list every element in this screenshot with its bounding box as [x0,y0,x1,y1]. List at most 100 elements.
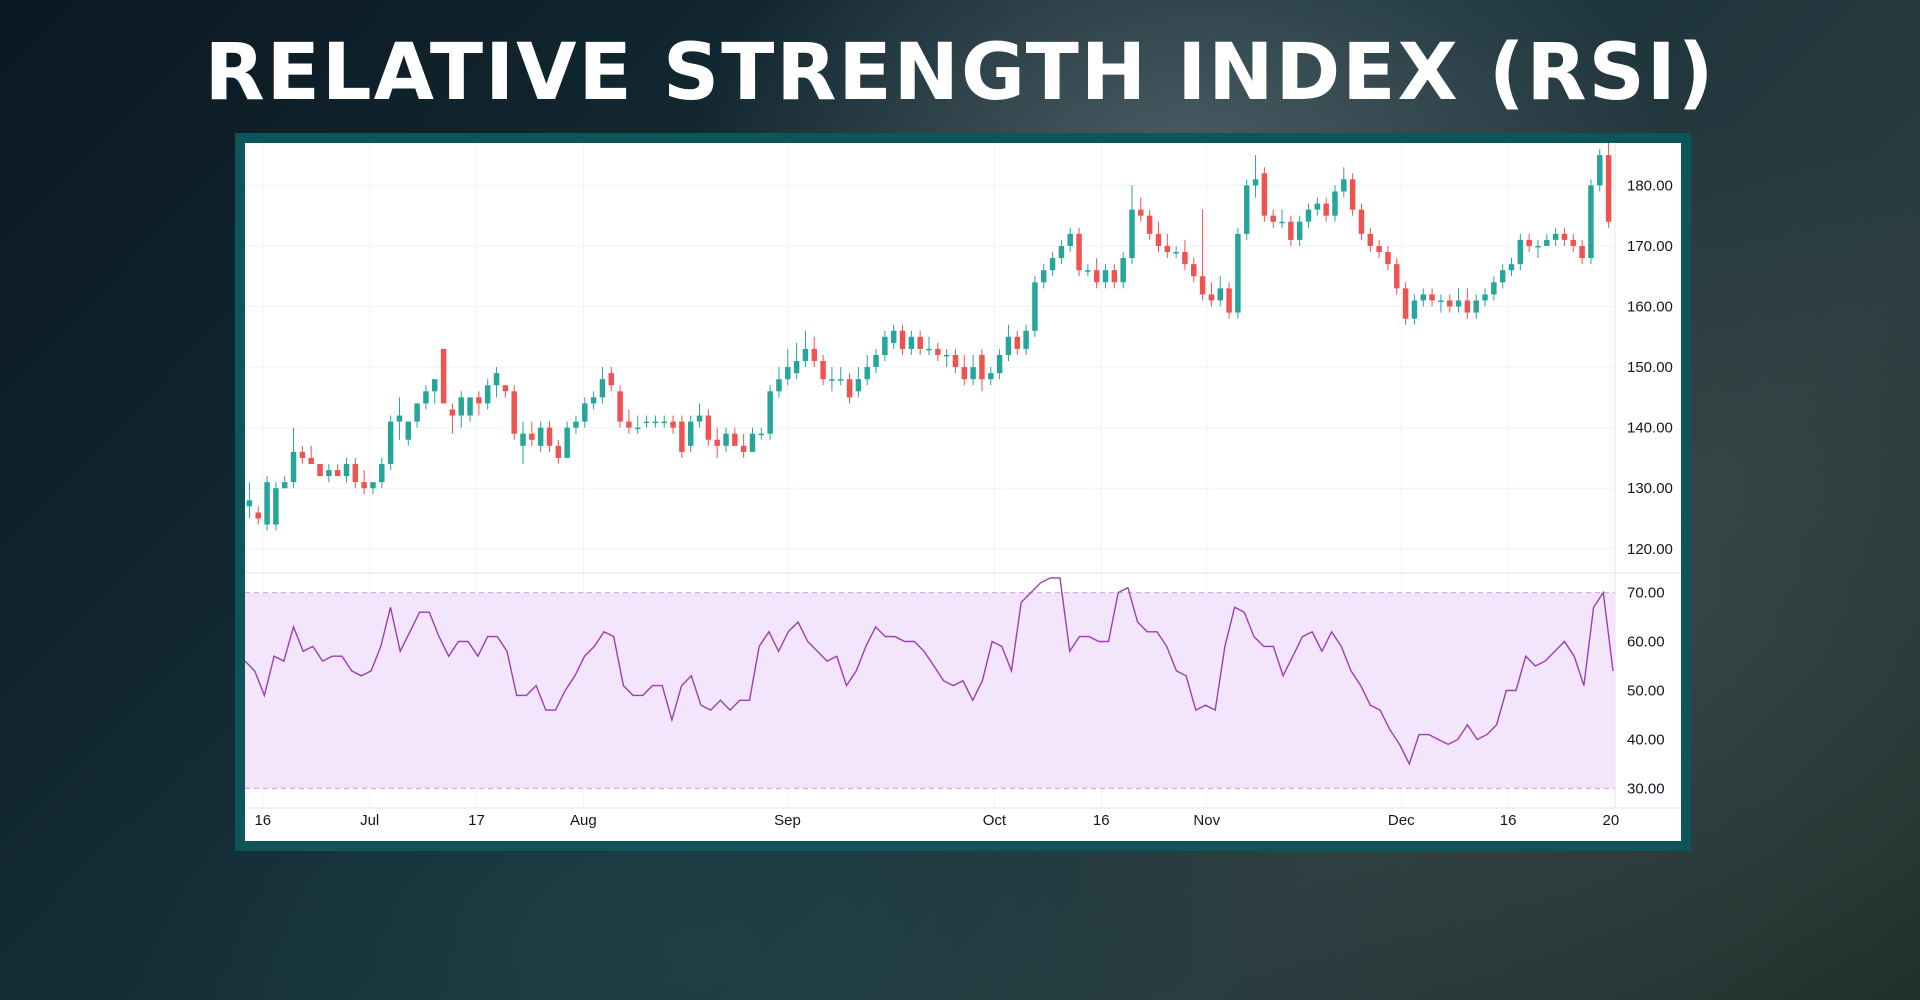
candle-body [643,421,650,424]
candle-body [281,482,288,489]
candle [749,427,756,452]
candle [1544,233,1550,246]
candle [361,470,367,495]
candle-body [1032,282,1038,331]
candle [493,367,500,398]
candle [476,391,482,416]
time-tick-label: 16 [254,812,271,829]
candle [590,391,597,410]
candle [1376,239,1382,259]
candle [776,367,782,398]
candle [246,482,253,519]
candle [802,330,809,368]
chart-area[interactable]: 120.00 130.00 140.00 150.00 160.00 170.00 180.… [245,143,1681,841]
candle-body [679,421,685,452]
candle-body [1023,330,1029,349]
candle-body [449,409,456,416]
candle [1332,185,1338,222]
candle-body [829,379,835,381]
candle-body [476,397,482,404]
candle [573,415,579,434]
candle-body [935,348,941,355]
candle [652,415,659,428]
candle-body [246,500,253,507]
candle [1076,227,1082,277]
candle-body [1288,221,1294,240]
candle [952,348,959,374]
candle [396,397,403,440]
candle [1279,209,1285,228]
candle-body [1085,270,1091,272]
candle-body [467,397,473,416]
candle [740,433,747,458]
candle-body [776,379,782,392]
candle [1138,197,1144,222]
rsi-band [245,592,1615,789]
time-tick-label: Jul [360,812,379,829]
candle [1182,239,1188,271]
candle-body [714,439,720,446]
candle [643,415,650,428]
candle [1491,276,1497,301]
candle [926,336,932,355]
candle-body [740,445,747,452]
candle-body [1473,300,1479,313]
candle-body [370,482,376,489]
candle-body [1270,215,1276,222]
candle-body [1208,294,1215,301]
candle-body [1129,209,1135,259]
candle [582,397,588,428]
candle [1235,227,1241,319]
candle-body [1093,270,1100,283]
price-tick-label: 140.00 [1627,420,1673,437]
candle [273,482,279,531]
candle-body [582,403,588,422]
candle [458,391,464,428]
candle-body [1552,233,1559,240]
candle-body [996,354,1003,374]
candle [1482,288,1488,307]
candle-body [1120,258,1126,283]
candle-body [379,463,385,483]
candle [1120,252,1126,289]
time-tick-label: 16 [1500,812,1517,829]
candle [1243,179,1250,240]
candle [882,330,888,362]
candle [979,348,985,392]
candle [917,330,923,355]
time-tick-label: Sep [774,812,801,829]
candle [414,403,420,428]
candle [529,421,535,446]
candle [1323,197,1329,222]
time-tick-label: 16 [1093,812,1110,829]
candle [432,379,438,404]
candle [1261,167,1268,222]
candle [1164,233,1171,259]
candle [679,415,685,458]
candle-body [1040,270,1047,283]
trading-chart[interactable]: 120.00 130.00 140.00 150.00 160.00 170.00 180.… [245,143,1681,841]
candle-body [882,336,888,355]
candle-body [705,415,712,440]
time-tick-label: 17 [468,812,485,829]
candle [1102,264,1109,289]
candle-body [1491,282,1497,295]
candle [1191,258,1197,283]
candle [1040,264,1047,289]
candle-body [1323,203,1329,216]
candle [1173,245,1179,259]
candle [635,415,641,434]
candle-body [652,421,659,424]
candle-body [1438,300,1444,302]
candle-body [1579,245,1585,259]
candle [1535,239,1541,259]
candle [1005,324,1012,362]
candle-body [484,385,491,404]
candle-body [1164,245,1171,253]
rsi-tick-label: 70.00 [1627,585,1665,602]
candle-body [414,403,420,422]
candle [1314,197,1321,216]
candle [1111,264,1118,289]
candle [820,354,826,386]
candle-body [1191,264,1197,277]
